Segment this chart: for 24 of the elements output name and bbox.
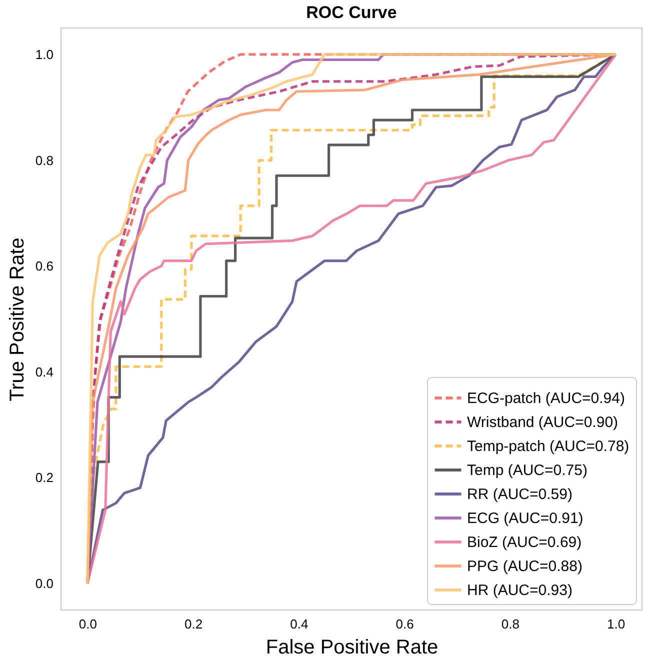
legend-label: Wristband (AUC=0.90) [467, 414, 618, 431]
legend-label: ECG (AUC=0.91) [467, 510, 584, 527]
legend-label: HR (AUC=0.93) [467, 582, 572, 599]
x-axis-title: False Positive Rate [266, 636, 438, 658]
x-tick-label: 0.4 [290, 616, 308, 632]
chart-title: ROC Curve [306, 3, 397, 22]
x-tick-label: 0.6 [396, 616, 414, 632]
y-axis-title: True Positive Rate [6, 238, 28, 402]
y-tick-label: 0.0 [35, 576, 54, 592]
y-tick-label: 0.6 [35, 258, 54, 274]
y-tick-label: 0.2 [35, 470, 54, 486]
legend-label: ECG-patch (AUC=0.94) [467, 390, 625, 407]
x-tick-label: 0.8 [501, 616, 520, 632]
legend-label: RR (AUC=0.59) [467, 486, 572, 503]
legend-label: BioZ (AUC=0.69) [467, 534, 582, 551]
legend-label: Temp (AUC=0.75) [467, 462, 588, 479]
legend-label: Temp-patch (AUC=0.78) [467, 438, 630, 455]
x-tick-label: 0.2 [184, 616, 203, 632]
x-tick-label: 1.0 [607, 616, 626, 632]
x-tick-label: 0.0 [78, 616, 97, 632]
y-tick-label: 0.4 [35, 364, 54, 380]
legend-label: PPG (AUC=0.88) [467, 558, 582, 575]
y-tick-label: 1.0 [35, 46, 54, 62]
y-tick-label: 0.8 [35, 152, 54, 168]
